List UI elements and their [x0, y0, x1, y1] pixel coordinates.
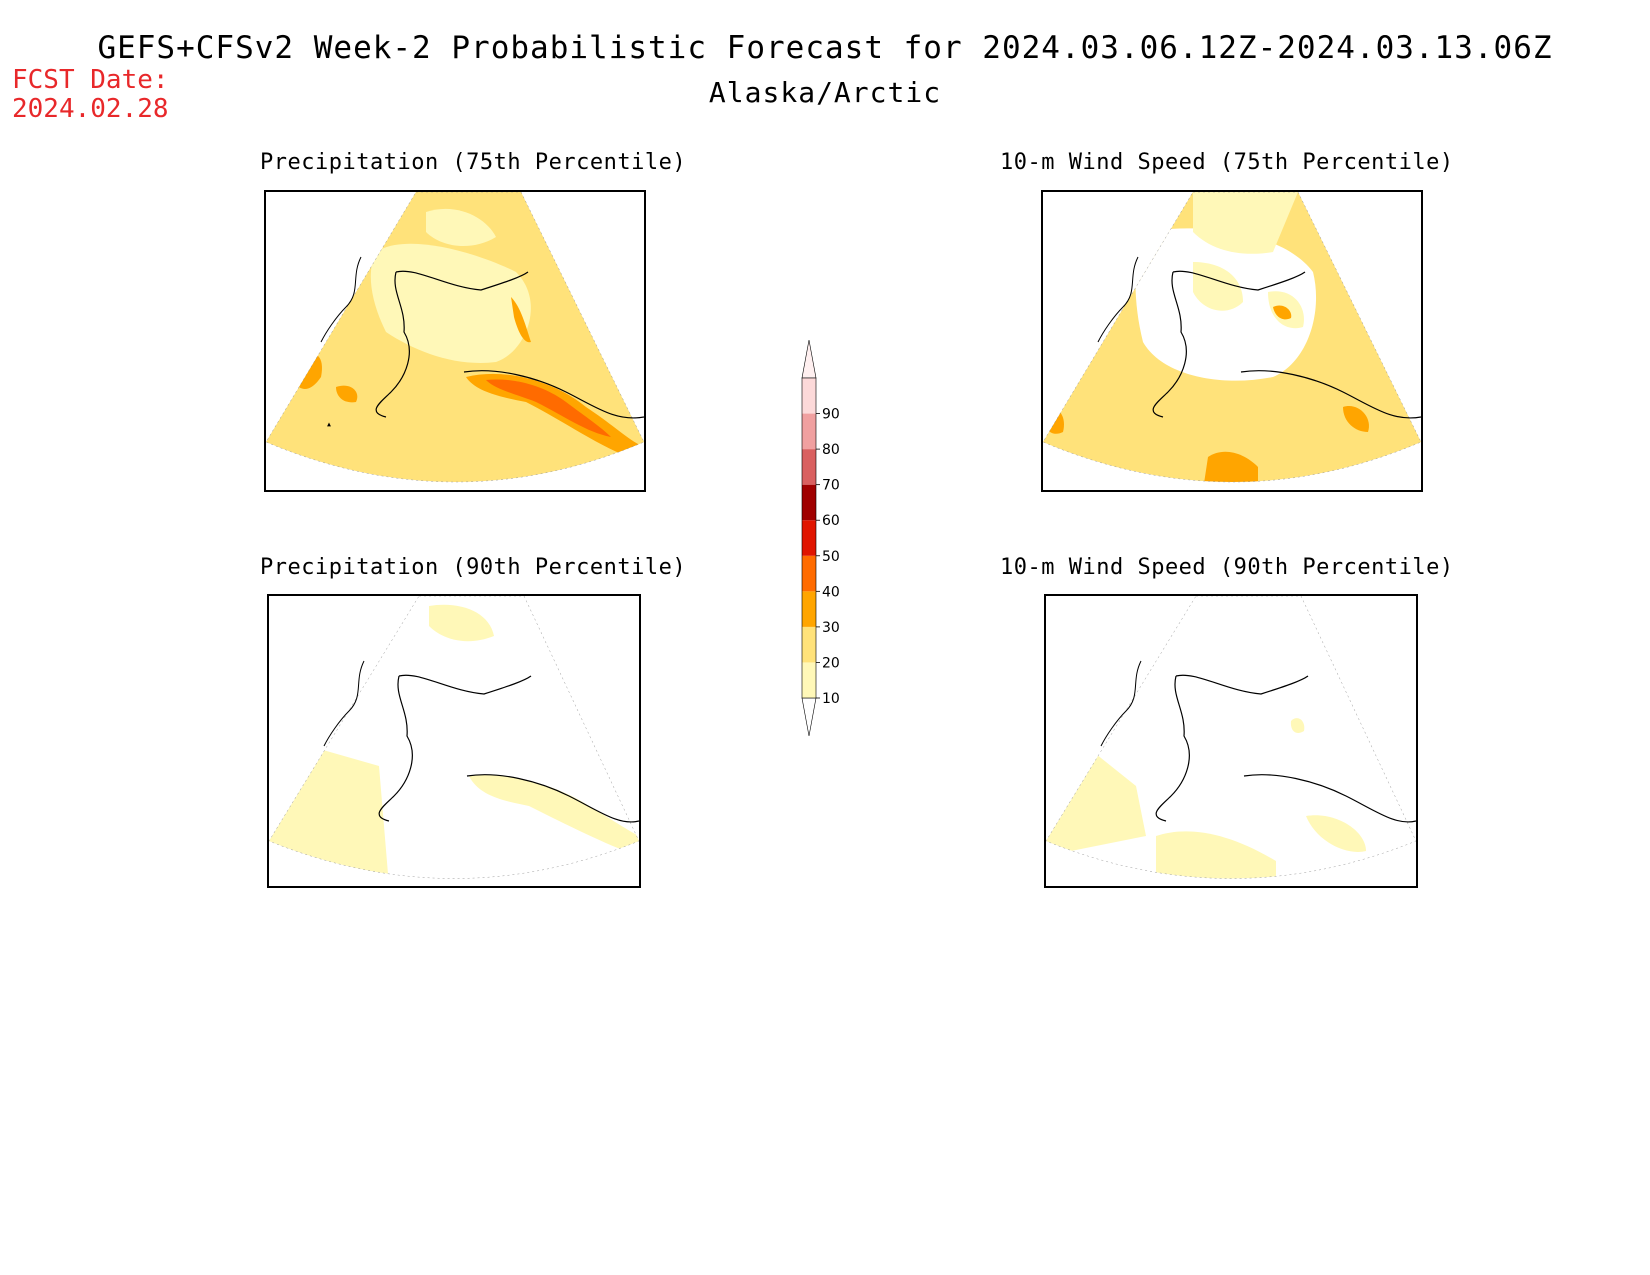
coastline [1243, 774, 1416, 823]
colorbar-label-20: 20 [822, 655, 840, 671]
forecast-date-value: 2024.02.28 [12, 94, 169, 124]
region-subtitle: Alaska/Arctic [708, 76, 942, 109]
map-boundary [1046, 596, 1416, 879]
colorbar-swatch-90 [802, 378, 816, 414]
colorbar-label-10: 10 [822, 691, 840, 707]
map-boundary [269, 596, 639, 879]
map-precip-75: ▴ [266, 192, 644, 483]
coastline [395, 270, 529, 291]
coastline [1240, 370, 1421, 419]
coastline [378, 675, 413, 822]
forecast-date-label: FCST Date: [12, 65, 169, 95]
prob-30-region [1343, 406, 1369, 432]
prob-10-region [469, 775, 639, 856]
coastline [323, 660, 365, 747]
colorbar-swatch-80 [802, 413, 816, 450]
colorbar-label-30: 30 [822, 620, 840, 636]
coastline [1100, 660, 1142, 747]
colorbar-label-50: 50 [822, 549, 840, 565]
coastline [398, 674, 532, 695]
map-panel-precip-90 [267, 594, 641, 888]
map-wind-75 [1043, 192, 1421, 483]
prob-10-region [370, 243, 531, 363]
coastline [320, 256, 362, 343]
colorbar-swatch-20 [802, 626, 816, 663]
colorbar-svg: 10 20 30 40 50 60 70 80 90 [801, 339, 840, 737]
prob-10-region [1290, 718, 1305, 733]
map-wind-90 [1046, 596, 1416, 879]
main-title: GEFS+CFSv2 Week-2 Probabilistic Forecast… [97, 30, 1553, 66]
prob-10-region [1193, 192, 1298, 254]
prob-30-region [466, 373, 644, 462]
coastline [375, 271, 410, 418]
prob-10-region [269, 746, 389, 879]
prob-10-region [429, 604, 494, 642]
prob-30-region [1273, 305, 1292, 320]
prob-10-region [1046, 746, 1146, 856]
map-panel-wind-75 [1041, 190, 1423, 492]
map-panel-wind-90 [1044, 594, 1418, 888]
prob-10-region [1193, 262, 1243, 311]
colorbar-swatch-30 [802, 591, 816, 627]
colorbar-label-80: 80 [822, 442, 840, 458]
prob-30-region [1203, 451, 1258, 482]
svg-text:▴: ▴ [326, 419, 332, 430]
colorbar-top-cap [801, 339, 817, 379]
colorbar-label-90: 90 [822, 407, 840, 423]
coastline [1172, 270, 1306, 291]
colorbar-swatch-10 [802, 662, 816, 698]
colorbar-label-40: 40 [822, 584, 840, 600]
panel-title-wind-75: 10-m Wind Speed (75th Percentile) [1000, 150, 1454, 175]
panel-title-precip-75: Precipitation (75th Percentile) [260, 150, 687, 175]
colorbar-frame [801, 377, 817, 699]
coastline [1097, 256, 1139, 343]
colorbar-swatch-60 [802, 484, 816, 521]
prob-10-region [426, 208, 496, 247]
colorbar-bottom-cap [801, 697, 817, 737]
panel-title-wind-90: 10-m Wind Speed (90th Percentile) [1000, 555, 1454, 580]
prob-30-region [511, 297, 531, 343]
map-panel-precip-75: ▴ [264, 190, 646, 492]
panel-title-precip-90: Precipitation (90th Percentile) [260, 555, 687, 580]
colorbar-label-70: 70 [822, 478, 840, 494]
colorbar-swatch-50 [802, 520, 816, 556]
colorbar-label-60: 60 [822, 513, 840, 529]
probability-colorbar: 10 20 30 40 50 60 70 80 90 [800, 338, 880, 738]
coastline [1155, 675, 1190, 822]
colorbar-swatch-40 [802, 555, 816, 592]
prob-10-region [1306, 815, 1366, 852]
coastline [1152, 271, 1187, 418]
coastline [466, 774, 639, 823]
prob-30-region [1043, 408, 1064, 434]
coastline [1175, 674, 1309, 695]
forecast-date-block: FCST Date: 2024.02.28 [12, 66, 169, 124]
coastline [463, 370, 644, 419]
prob-10-region [1156, 831, 1276, 879]
map-precip-90 [269, 596, 639, 879]
prob-30-region [336, 385, 358, 403]
prob-40-region [486, 379, 611, 437]
colorbar-swatch-70 [802, 449, 816, 485]
